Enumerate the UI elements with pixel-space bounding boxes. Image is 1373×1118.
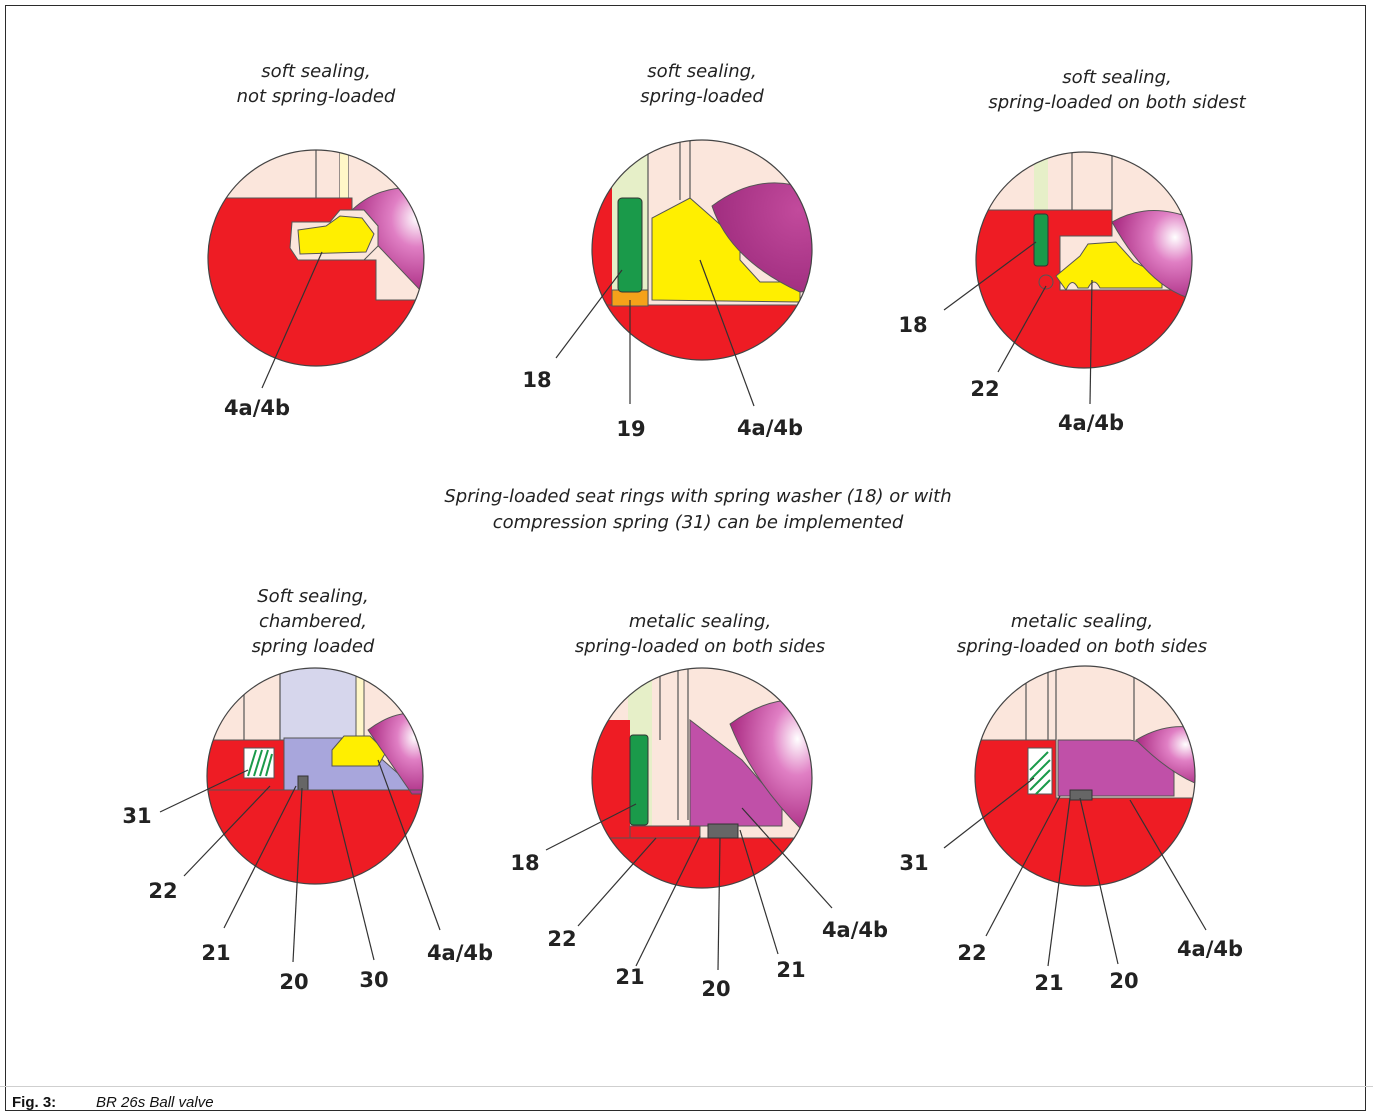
- caption-line: metalic sealing,: [629, 611, 771, 632]
- part-label: 4a/4b: [737, 416, 803, 440]
- part-label: 20: [701, 977, 730, 1001]
- part-label: 4a/4b: [427, 941, 493, 965]
- caption-line: spring-loaded on both sides: [575, 636, 825, 657]
- caption-line: soft sealing,: [647, 61, 757, 82]
- part-label: 21: [615, 965, 644, 989]
- part-label: 18: [510, 851, 539, 875]
- diagram-soft-not-spring: soft sealing, not spring-loaded 4a/4b: [207, 61, 425, 420]
- part-label: 20: [1109, 969, 1138, 993]
- caption-line: spring-loaded on both sidest: [988, 92, 1246, 113]
- diagram-metal-both-sides-spring: metalic sealing, spring-loaded on both s…: [899, 611, 1243, 995]
- caption-line: spring loaded: [252, 636, 375, 657]
- caption-line: soft sealing,: [261, 61, 371, 82]
- part-label: 21: [201, 941, 230, 965]
- figure-number: Fig. 3:: [12, 1094, 57, 1111]
- diagram-soft-spring: soft sealing, spring-loaded 18 19 4a/4b: [522, 61, 813, 441]
- figure-title: BR 26s Ball valve: [96, 1094, 214, 1111]
- part-label: 20: [279, 970, 308, 994]
- part-label: 18: [522, 368, 551, 392]
- part-label: 31: [122, 804, 151, 828]
- caption-divider: [0, 1086, 1373, 1087]
- note-line: compression spring (31) can be implement…: [493, 512, 904, 533]
- part-label: 18: [898, 313, 927, 337]
- valve-seal-figure: soft sealing, not spring-loaded 4a/4b so…: [122, 61, 1246, 1001]
- caption-line: soft sealing,: [1062, 67, 1172, 88]
- part-label: 30: [359, 968, 388, 992]
- note-line: Spring-loaded seat rings with spring was…: [444, 486, 951, 507]
- caption-line: Soft sealing,: [257, 586, 369, 607]
- part-label: 22: [970, 377, 999, 401]
- caption-line: spring-loaded: [640, 86, 764, 107]
- diagram-soft-chambered: Soft sealing, chambered, spring loaded: [122, 586, 493, 994]
- part-label: 22: [148, 879, 177, 903]
- part-label: 21: [776, 958, 805, 982]
- part-label: 21: [1034, 971, 1063, 995]
- part-label: 31: [899, 851, 928, 875]
- part-label: 4a/4b: [224, 396, 290, 420]
- caption-line: not spring-loaded: [237, 86, 396, 107]
- caption-line: metalic sealing,: [1011, 611, 1153, 632]
- part-label: 4a/4b: [1058, 411, 1124, 435]
- part-label: 22: [547, 927, 576, 951]
- part-label: 4a/4b: [822, 918, 888, 942]
- diagram-soft-both-sides: soft sealing, spring-loaded on both side…: [898, 67, 1246, 435]
- diagram-metal-both-sides-washer: metalic sealing, spring-loaded on both s…: [510, 611, 888, 1001]
- caption-line: chambered,: [259, 611, 367, 632]
- caption-line: spring-loaded on both sides: [957, 636, 1207, 657]
- part-label: 4a/4b: [1177, 937, 1243, 961]
- part-label: 19: [616, 417, 645, 441]
- part-label: 22: [957, 941, 986, 965]
